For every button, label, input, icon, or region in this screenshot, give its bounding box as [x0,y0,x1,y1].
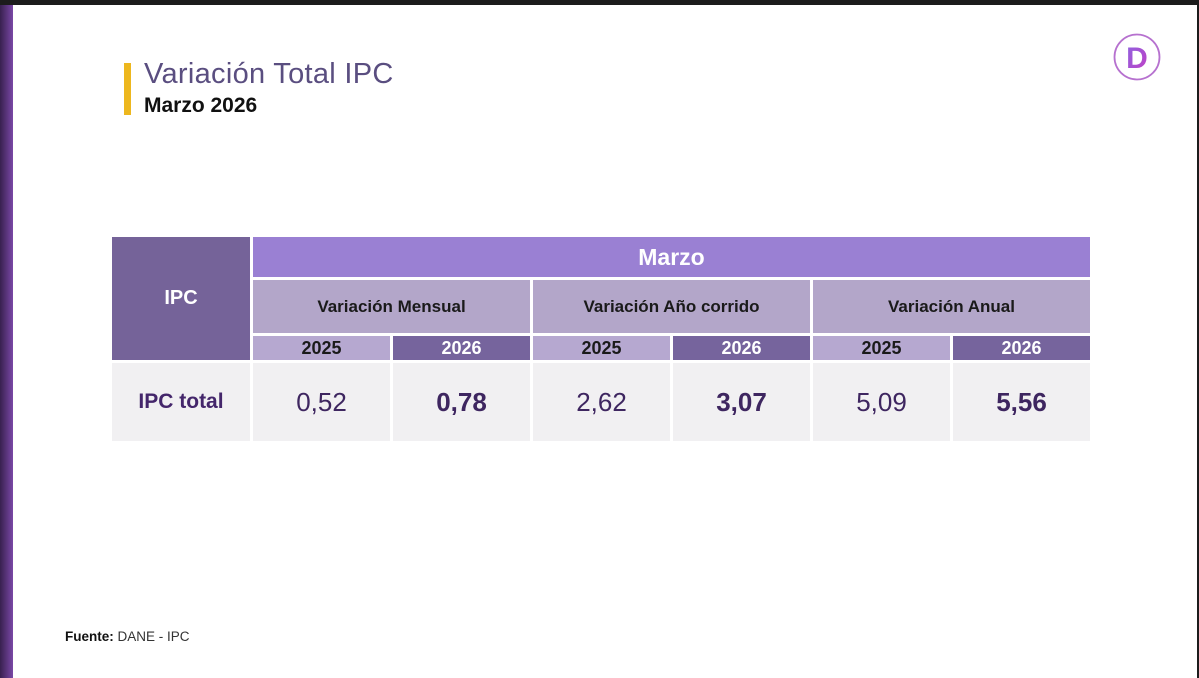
value-mensual-2025: 0,52 [253,363,390,441]
page-title: Variación Total IPC [144,58,394,90]
year-header-anual-2026: 2026 [953,336,1090,360]
right-frame-bar [1197,0,1199,678]
value-anual-2025: 5,09 [813,363,950,441]
value-ano-corrido-2026: 3,07 [673,363,810,441]
year-header-mensual-2025: 2025 [253,336,390,360]
d-brand-logo-icon: D [1113,33,1161,81]
table-corner-label: IPC [112,237,250,360]
ipc-variation-table: IPC Marzo Variación Mensual Variación Añ… [112,237,1090,441]
table-row-label-ipc-total: IPC total [112,363,250,441]
source-footer: Fuente: DANE - IPC [65,629,190,644]
yellow-accent-bar [124,63,131,115]
source-value: DANE - IPC [117,629,190,644]
table-group-variacion-anual: Variación Anual [813,280,1090,333]
page-subtitle: Marzo 2026 [144,94,258,117]
left-purple-sidebar [0,5,13,678]
title-block: Variación Total IPC Marzo 2026 [124,58,394,118]
source-label: Fuente: [65,629,114,644]
table-month-header: Marzo [253,237,1090,277]
logo-letter: D [1126,42,1148,75]
year-header-anual-2025: 2025 [813,336,950,360]
table-group-variacion-mensual: Variación Mensual [253,280,530,333]
top-frame-bar [0,0,1199,5]
year-header-ano-corrido-2026: 2026 [673,336,810,360]
value-ano-corrido-2025: 2,62 [533,363,670,441]
year-header-ano-corrido-2025: 2025 [533,336,670,360]
value-mensual-2026: 0,78 [393,363,530,441]
value-anual-2026: 5,56 [953,363,1090,441]
table-group-variacion-ano-corrido: Variación Año corrido [533,280,810,333]
year-header-mensual-2026: 2026 [393,336,530,360]
